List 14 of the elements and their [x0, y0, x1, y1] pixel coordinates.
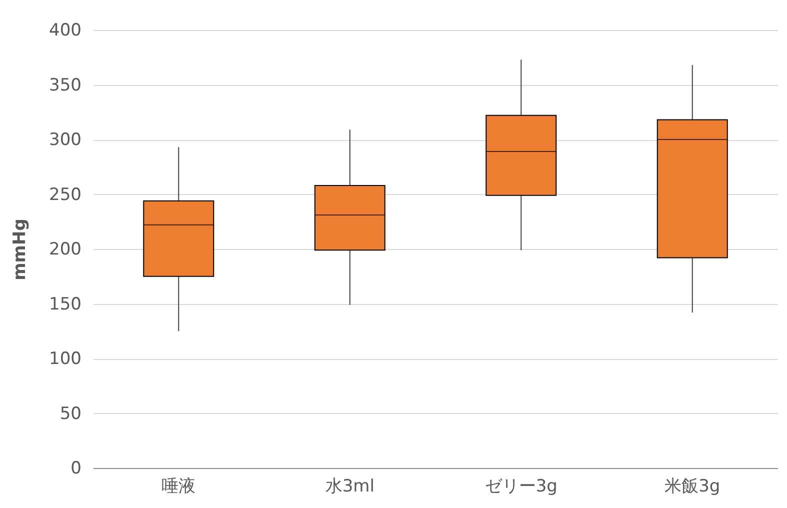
y-tick-label: 250	[49, 184, 82, 205]
y-tick-label: 200	[49, 240, 82, 260]
y-tick-label: 400	[49, 20, 82, 40]
y-tick-label: 150	[49, 294, 82, 314]
y-tick-label: 300	[49, 130, 82, 150]
x-tick-label: 唾液	[162, 476, 196, 496]
x-tick-label: 水3ml	[325, 476, 374, 496]
y-tick-label: 100	[49, 349, 82, 369]
y-axis-title: mmHg	[10, 218, 30, 280]
y-tick-label: 50	[60, 404, 82, 424]
y-tick-label: 0	[70, 458, 82, 478]
x-tick-label: 米飯3g	[664, 476, 720, 496]
y-tick-label: 350	[49, 75, 82, 96]
x-tick-label: ゼリー3g	[484, 476, 558, 496]
